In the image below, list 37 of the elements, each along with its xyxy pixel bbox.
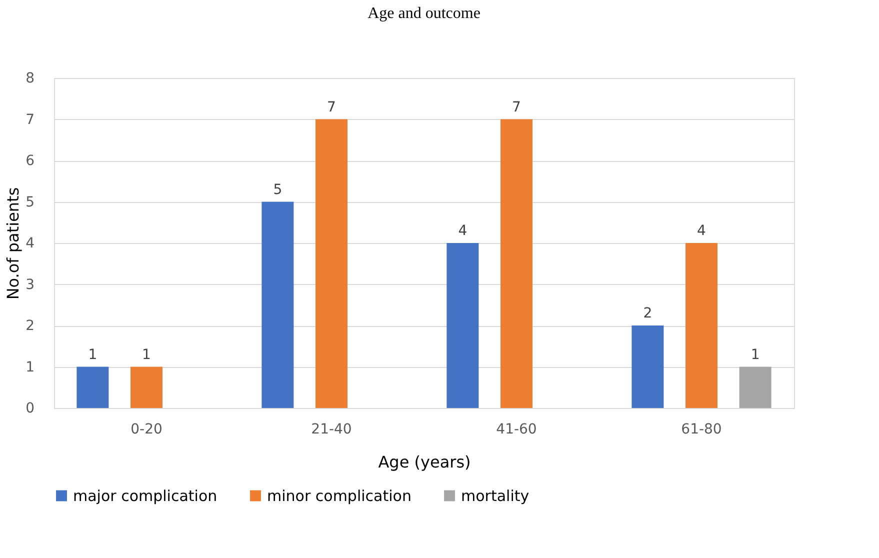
bar: [76, 366, 109, 408]
bar: [632, 326, 664, 408]
bar: [739, 366, 772, 408]
y-tick-label: 2: [26, 318, 34, 334]
data-label: 4: [697, 223, 706, 239]
bar: [316, 119, 348, 408]
legend-label: major complication: [73, 486, 218, 505]
x-tick-label: 41-60: [496, 422, 537, 438]
y-tick-label: 8: [26, 70, 34, 86]
data-label: 7: [327, 99, 336, 116]
y-tick-label: 0: [26, 400, 34, 416]
x-tick-label: 21-40: [311, 422, 352, 438]
y-tick-label: 4: [26, 236, 35, 252]
y-tick-label: 6: [26, 153, 35, 169]
x-axis-title: Age (years): [378, 452, 471, 472]
x-tick-label: 0-20: [130, 422, 162, 438]
data-label: 1: [88, 346, 98, 363]
bar: [262, 202, 294, 408]
x-tick-label: 61-80: [681, 422, 722, 438]
data-label: 7: [512, 99, 521, 116]
y-tick-label: 7: [26, 112, 34, 128]
data-label: 4: [458, 223, 468, 239]
bar: [130, 366, 162, 408]
bar: [500, 119, 532, 408]
y-tick-label: 3: [26, 276, 34, 293]
data-label: 1: [750, 346, 760, 363]
y-tick-label: 1: [26, 359, 34, 376]
data-label: 2: [643, 306, 652, 322]
chart-title: Age and outcome: [368, 5, 480, 22]
legend-label: minor complication: [267, 486, 412, 505]
y-axis-title: No.of patients: [4, 187, 23, 300]
data-label: 5: [273, 182, 282, 198]
bar: [686, 243, 718, 408]
y-tick-label: 5: [26, 194, 34, 210]
legend-label: mortality: [461, 486, 530, 505]
bar: [446, 243, 479, 408]
data-label: 1: [142, 346, 151, 363]
